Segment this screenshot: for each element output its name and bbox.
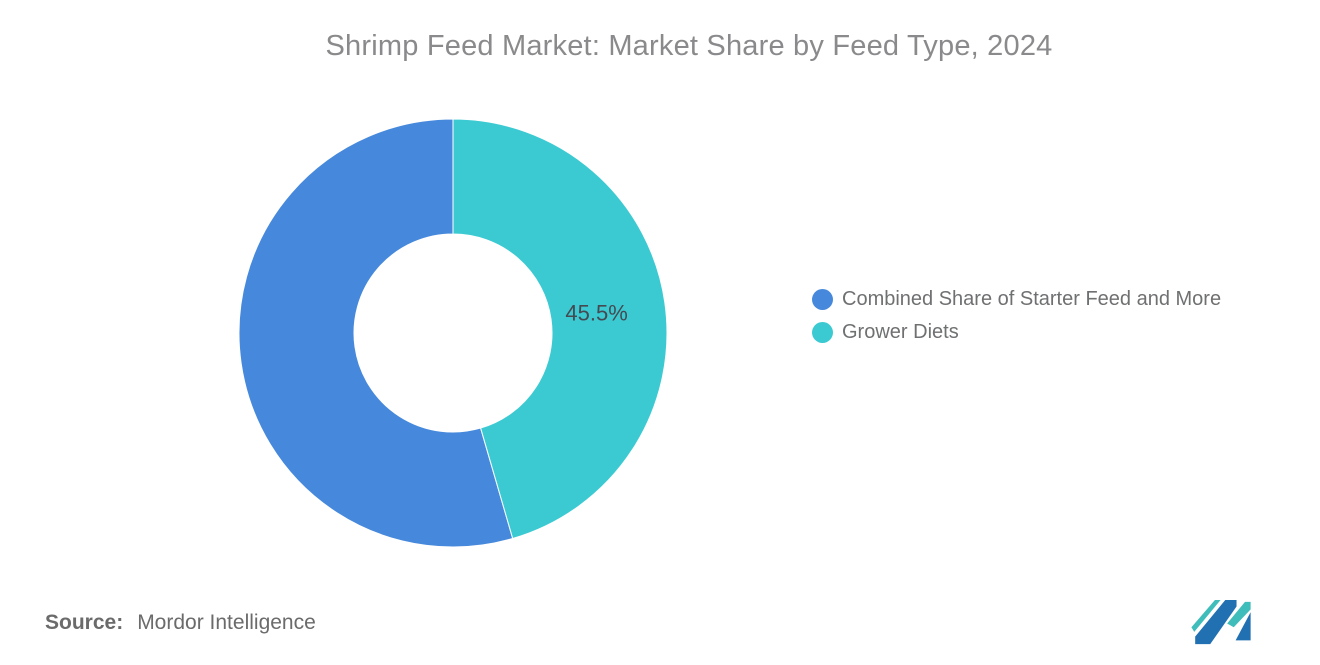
legend-marker-icon (812, 289, 833, 310)
pie-slice-grower-diets[interactable] (452, 118, 668, 540)
legend-item-combined-starter-feed-and-more[interactable]: Combined Share of Starter Feed and More (812, 283, 1221, 316)
legend: Combined Share of Starter Feed and More … (812, 283, 1221, 349)
legend-item-grower-diets[interactable]: Grower Diets (812, 316, 1221, 349)
mordor-intelligence-logo (1191, 599, 1251, 645)
source-label: Source: (45, 611, 124, 634)
slice-data-label: 45.5% (565, 301, 627, 326)
logo-left-teal-stripe (1191, 599, 1221, 632)
donut-chart: 45.5% (238, 118, 668, 548)
legend-item-label: Grower Diets (842, 321, 959, 343)
legend-marker-circle (812, 322, 833, 343)
source: Source: Mordor Intelligence (45, 611, 316, 635)
legend-item-label: Combined Share of Starter Feed and More (842, 288, 1222, 310)
logo-left-blue-band (1195, 599, 1237, 645)
source-value: Mordor Intelligence (137, 611, 316, 634)
pie-slice-combined-starter-feed-and-more[interactable] (238, 118, 514, 548)
legend-marker-circle (812, 289, 833, 310)
logo-right-teal-stripe (1227, 601, 1251, 628)
logo-right-blue-triangle (1235, 612, 1251, 641)
legend-marker-icon (812, 322, 833, 343)
chart-title: Shrimp Feed Market: Market Share by Feed… (325, 30, 1053, 62)
